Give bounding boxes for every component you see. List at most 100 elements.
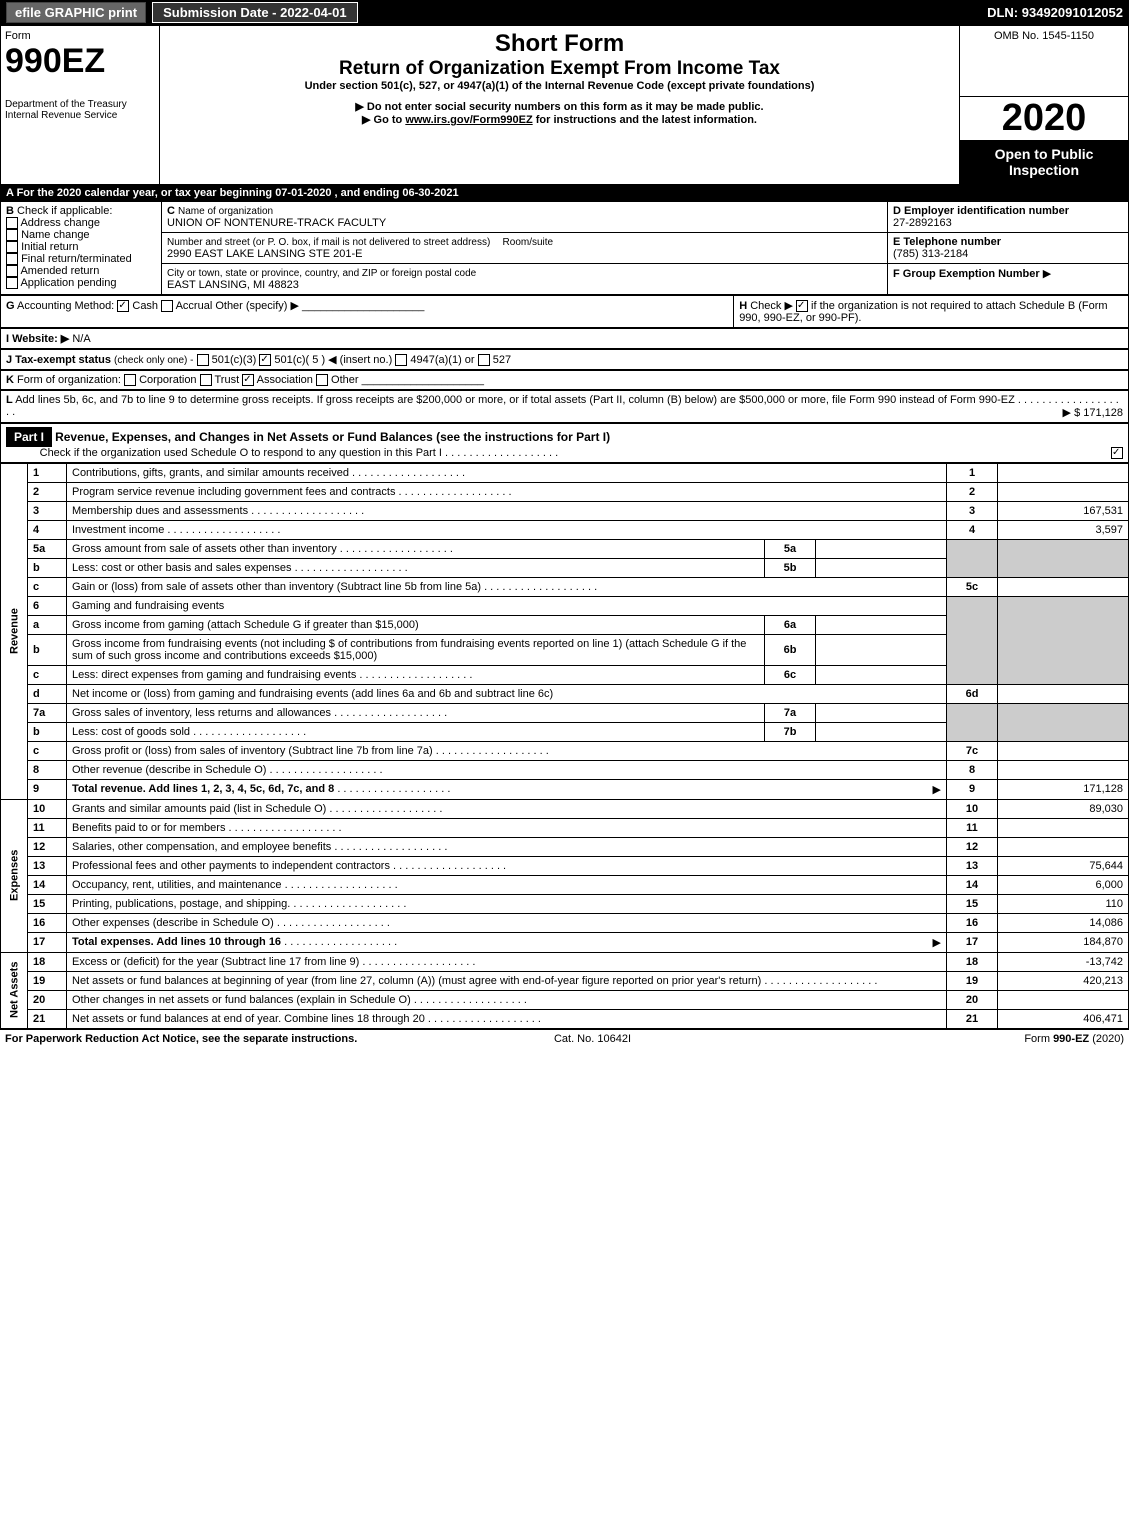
line-6d-num: d xyxy=(28,684,67,703)
page-footer: For Paperwork Reduction Act Notice, see … xyxy=(0,1029,1129,1048)
omb-number: OMB No. 1545-1150 xyxy=(964,30,1124,42)
line-6b-box: 6b xyxy=(765,634,816,665)
line-6a-desc: Gross income from gaming (attach Schedul… xyxy=(67,615,765,634)
line-5ab-shade1 xyxy=(947,539,998,577)
name-change-checkbox[interactable] xyxy=(6,229,18,241)
4947a1-checkbox[interactable] xyxy=(395,354,407,366)
initial-return-checkbox[interactable] xyxy=(6,241,18,253)
line-5b-box: 5b xyxy=(765,558,816,577)
instr-ssn: ▶ Do not enter social security numbers o… xyxy=(164,100,955,113)
line-6-desc: Gaming and fundraising events xyxy=(67,596,947,615)
line-11-desc: Benefits paid to or for members xyxy=(72,822,225,834)
line-13-num: 13 xyxy=(28,856,67,875)
h-desc: if the organization is not required to a… xyxy=(739,300,1107,324)
l-amount: ▶ $ 171,128 xyxy=(1063,406,1123,419)
line-2-num: 2 xyxy=(28,482,67,501)
k-text: Form of organization: xyxy=(17,374,121,386)
irs-link[interactable]: www.irs.gov/Form990EZ xyxy=(405,114,532,126)
name-change-label: Name change xyxy=(21,229,90,241)
line-11-num: 11 xyxy=(28,818,67,837)
line-17-amt: 184,870 xyxy=(998,932,1129,952)
g-h-block: G Accounting Method: Cash Accrual Other … xyxy=(0,295,1129,328)
group-exemption-label: F Group Exemption Number xyxy=(893,268,1040,280)
line-4-amt: 3,597 xyxy=(998,520,1129,539)
association-checkbox[interactable] xyxy=(242,374,254,386)
line-10-box: 10 xyxy=(947,799,998,818)
cash-checkbox[interactable] xyxy=(117,300,129,312)
corporation-checkbox[interactable] xyxy=(124,374,136,386)
identity-block: B Check if applicable: Address change Na… xyxy=(0,201,1129,295)
website-value: N/A xyxy=(72,333,90,345)
l15-dots xyxy=(290,898,406,910)
ein-label: D Employer identification number xyxy=(893,205,1069,217)
section-a-period: A For the 2020 calendar year, or tax yea… xyxy=(0,185,1129,201)
l5c-dots xyxy=(481,581,597,593)
line-12-num: 12 xyxy=(28,837,67,856)
accrual-label: Accrual xyxy=(176,300,213,312)
accrual-checkbox[interactable] xyxy=(161,300,173,312)
line-10-desc: Grants and similar amounts paid (list in… xyxy=(72,803,326,815)
part1-dots xyxy=(445,447,558,459)
application-pending-label: Application pending xyxy=(20,277,116,289)
l18-dots xyxy=(359,956,475,968)
line-3-amt: 167,531 xyxy=(998,501,1129,520)
short-form-title: Short Form xyxy=(164,30,955,58)
line-7a-num: 7a xyxy=(28,703,67,722)
part1-desc: Revenue, Expenses, and Changes in Net As… xyxy=(55,430,610,444)
amended-return-label: Amended return xyxy=(20,265,99,277)
l2-dots xyxy=(395,486,511,498)
assoc-label: Association xyxy=(257,374,313,386)
footer-catno: Cat. No. 10642I xyxy=(554,1033,631,1045)
527-checkbox[interactable] xyxy=(478,354,490,366)
line-18-desc: Excess or (deficit) for the year (Subtra… xyxy=(72,956,359,968)
line-10-num: 10 xyxy=(28,799,67,818)
application-pending-checkbox[interactable] xyxy=(6,277,18,289)
line-2-box: 2 xyxy=(947,482,998,501)
footer-form: Form 990-EZ (2020) xyxy=(1024,1033,1124,1045)
k-label: K xyxy=(6,374,14,386)
final-return-checkbox[interactable] xyxy=(6,253,18,265)
line-3-desc: Membership dues and assessments xyxy=(72,505,248,517)
l19-dots xyxy=(761,975,877,987)
line-6c-desc: Less: direct expenses from gaming and fu… xyxy=(72,669,356,681)
dept-treasury: Department of the Treasury xyxy=(5,99,155,110)
trust-label: Trust xyxy=(214,374,239,386)
efile-print-button[interactable]: efile GRAPHIC print xyxy=(6,2,146,23)
l6c-dots xyxy=(356,669,472,681)
other-org-checkbox[interactable] xyxy=(316,374,328,386)
line-4-num: 4 xyxy=(28,520,67,539)
open-inspection: Open to Public Inspection xyxy=(960,140,1128,184)
city-label: City or town, state or province, country… xyxy=(167,268,476,279)
line-7c-desc: Gross profit or (loss) from sales of inv… xyxy=(72,745,433,757)
line-12-amt xyxy=(998,837,1129,856)
dln-value: 93492091012052 xyxy=(1022,5,1123,20)
line-18-amt: -13,742 xyxy=(998,952,1129,971)
schedule-b-not-required-checkbox[interactable] xyxy=(796,300,808,312)
j-small: (check only one) - xyxy=(114,355,193,366)
501c3-checkbox[interactable] xyxy=(197,354,209,366)
501c-label: 501(c)( 5 ) ◀ (insert no.) xyxy=(274,354,392,366)
schedule-o-checkbox[interactable] xyxy=(1111,447,1123,459)
line-17-arrow: ▶ xyxy=(933,936,941,949)
line-7ab-shade1 xyxy=(947,703,998,741)
main-title: Return of Organization Exempt From Incom… xyxy=(164,58,955,80)
line-1-num: 1 xyxy=(28,463,67,482)
street-label: Number and street (or P. O. box, if mail… xyxy=(167,237,490,248)
address-change-checkbox[interactable] xyxy=(6,217,18,229)
line-3-num: 3 xyxy=(28,501,67,520)
line-6a-box: 6a xyxy=(765,615,816,634)
l5a-dots xyxy=(337,543,453,555)
line-18-box: 18 xyxy=(947,952,998,971)
line-2-desc: Program service revenue including govern… xyxy=(72,486,395,498)
line-1-box: 1 xyxy=(947,463,998,482)
line-14-amt: 6,000 xyxy=(998,875,1129,894)
line-7a-desc: Gross sales of inventory, less returns a… xyxy=(72,707,331,719)
line-7b-amt xyxy=(816,722,947,741)
amended-return-checkbox[interactable] xyxy=(6,265,18,277)
trust-checkbox[interactable] xyxy=(200,374,212,386)
501c-checkbox[interactable] xyxy=(259,354,271,366)
line-13-box: 13 xyxy=(947,856,998,875)
line-6b-amt xyxy=(816,634,947,665)
instr2-post: for instructions and the latest informat… xyxy=(533,114,757,126)
l5b-dots xyxy=(292,562,408,574)
